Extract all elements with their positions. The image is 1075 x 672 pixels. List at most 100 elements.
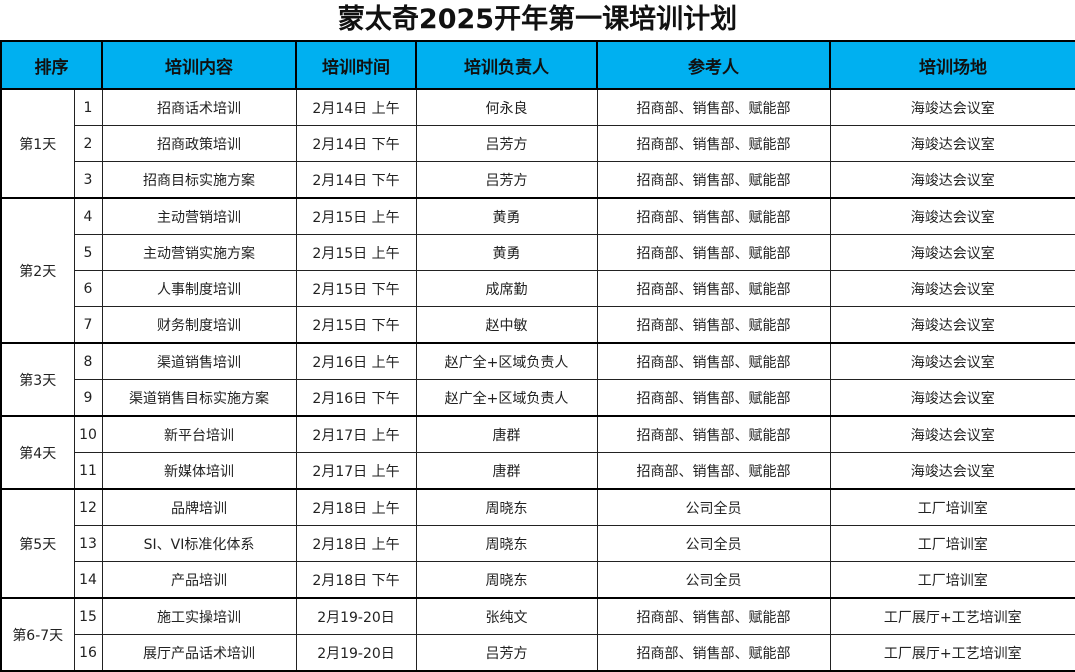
content-cell: 渠道销售培训 <box>101 342 297 380</box>
page-title: 蒙太奇2025开年第一课培训计划 <box>337 4 738 35</box>
table-row: 14 产品培训 2月18日 下午 周晓东 公司全员 工厂培训室 <box>1 561 1075 599</box>
venue-cell: 海竣达会议室 <box>829 125 1075 162</box>
attendees-cell: 招商部、销售部、赋能部 <box>596 379 831 417</box>
day-cell: 第3天 <box>0 342 75 417</box>
venue-cell: 工厂培训室 <box>829 561 1075 599</box>
content-cell: 主动营销培训 <box>101 197 297 235</box>
table-row: 7 财务制度培训 2月15日 下午 赵中敏 招商部、销售部、赋能部 海竣达会议室 <box>1 306 1075 344</box>
time-cell: 2月14日 下午 <box>295 125 417 162</box>
day-cell: 第2天 <box>0 197 75 344</box>
time-cell: 2月15日 上午 <box>295 197 417 235</box>
table-row: 2 招商政策培训 2月14日 下午 吕芳方 招商部、销售部、赋能部 海竣达会议室 <box>1 125 1075 162</box>
header-venue: 培训场地 <box>829 40 1075 90</box>
time-cell: 2月19-20日 <box>295 597 417 635</box>
no-cell: 7 <box>73 306 103 344</box>
table-row: 16 展厅产品话术培训 2月19-20日 吕芳方 招商部、销售部、赋能部 工厂展厅+工艺培… <box>1 634 1075 672</box>
owner-cell: 赵广全+区域负责人 <box>415 342 598 380</box>
no-cell: 8 <box>73 342 103 380</box>
attendees-cell: 招商部、销售部、赋能部 <box>596 597 831 635</box>
content-cell: 施工实操培训 <box>101 597 297 635</box>
content-cell: 新平台培训 <box>101 415 297 453</box>
header-owner: 培训负责人 <box>415 40 598 90</box>
venue-cell: 海竣达会议室 <box>829 452 1075 490</box>
content-cell: 招商目标实施方案 <box>101 161 297 199</box>
no-cell: 9 <box>73 379 103 417</box>
content-cell: 展厅产品话术培训 <box>101 634 297 672</box>
content-cell: 品牌培训 <box>101 488 297 526</box>
table-row: 13 SI、VI标准化体系 2月18日 上午 周晓东 公司全员 工厂培训室 <box>1 525 1075 562</box>
time-cell: 2月18日 上午 <box>295 488 417 526</box>
venue-cell: 海竣达会议室 <box>829 88 1075 126</box>
time-cell: 2月17日 上午 <box>295 452 417 490</box>
table-row: 9 渠道销售目标实施方案 2月16日 下午 赵广全+区域负责人 招商部、销售部、赋能部海… <box>1 379 1075 417</box>
time-cell: 2月18日 下午 <box>295 561 417 599</box>
table-row: 6 人事制度培训 2月15日 下午 成席勤 招商部、销售部、赋能部 海竣达会议室 <box>1 270 1075 307</box>
day-cell: 第5天 <box>0 488 75 599</box>
table-row: 第4天 10 新平台培训 2月17日 上午 唐群 招商部、销售部、赋能部 海竣达会议室 <box>0 415 1075 490</box>
header-content: 培训内容 <box>101 40 297 90</box>
content-cell: 人事制度培训 <box>101 270 297 307</box>
attendees-cell: 招商部、销售部、赋能部 <box>596 161 831 199</box>
table-row: 第1天 1 招商话术培训 2月14日 上午 何永良 招商部、销售部、赋能部 海竣达会议室 <box>0 88 1075 199</box>
owner-cell: 张纯文 <box>415 597 598 635</box>
no-cell: 4 <box>73 197 103 235</box>
day-cell: 第1天 <box>0 88 75 199</box>
no-cell: 12 <box>73 488 103 526</box>
table-row: 11 新媒体培训 2月17日 上午 唐群 招商部、销售部、赋能部 海竣达会议室 <box>1 452 1075 490</box>
owner-cell: 吕芳方 <box>415 161 598 199</box>
owner-cell: 周晓东 <box>415 488 598 526</box>
no-cell: 5 <box>73 234 103 271</box>
content-cell: SI、VI标准化体系 <box>101 525 297 562</box>
venue-cell: 海竣达会议室 <box>829 234 1075 271</box>
venue-cell: 海竣达会议室 <box>829 197 1075 235</box>
training-schedule-table: 排序 培训内容 培训时间 培训负责人 参考人 培训场地 第1天 1 招商话术培训 2月… <box>0 40 1075 672</box>
day-cell: 第4天 <box>0 415 75 490</box>
time-cell: 2月18日 上午 <box>295 525 417 562</box>
owner-cell: 周晓东 <box>415 525 598 562</box>
owner-cell: 黄勇 <box>415 197 598 235</box>
time-cell: 2月17日 上午 <box>295 415 417 453</box>
time-cell: 2月15日 下午 <box>295 306 417 344</box>
no-cell: 6 <box>73 270 103 307</box>
no-cell: 10 <box>73 415 103 453</box>
attendees-cell: 公司全员 <box>596 488 831 526</box>
venue-cell: 工厂培训室 <box>829 488 1075 526</box>
attendees-cell: 招商部、销售部、赋能部 <box>596 452 831 490</box>
content-cell: 产品培训 <box>101 561 297 599</box>
venue-cell: 工厂展厅+工艺培训室 <box>829 597 1075 635</box>
table-row: 第6-7天 15 施工实操培训 2月19-20日 张纯文 招商部、销售部、赋能部 工厂展厅+… <box>0 597 1075 672</box>
no-cell: 3 <box>73 161 103 199</box>
owner-cell: 唐群 <box>415 452 598 490</box>
time-cell: 2月19-20日 <box>295 634 417 672</box>
venue-cell: 海竣达会议室 <box>829 415 1075 453</box>
attendees-cell: 公司全员 <box>596 525 831 562</box>
content-cell: 主动营销实施方案 <box>101 234 297 271</box>
content-cell: 招商话术培训 <box>101 88 297 126</box>
attendees-cell: 招商部、销售部、赋能部 <box>596 197 831 235</box>
attendees-cell: 招商部、销售部、赋能部 <box>596 342 831 380</box>
content-cell: 新媒体培训 <box>101 452 297 490</box>
attendees-cell: 招商部、销售部、赋能部 <box>596 634 831 672</box>
table-row: 第5天 12 品牌培训 2月18日 上午 周晓东 公司全员 工厂培训室 <box>0 488 1075 599</box>
attendees-cell: 招商部、销售部、赋能部 <box>596 270 831 307</box>
attendees-cell: 招商部、销售部、赋能部 <box>596 234 831 271</box>
owner-cell: 吕芳方 <box>415 125 598 162</box>
header-time: 培训时间 <box>295 40 417 90</box>
no-cell: 13 <box>73 525 103 562</box>
venue-cell: 海竣达会议室 <box>829 161 1075 199</box>
venue-cell: 海竣达会议室 <box>829 270 1075 307</box>
time-cell: 2月15日 上午 <box>295 234 417 271</box>
venue-cell: 海竣达会议室 <box>829 379 1075 417</box>
owner-cell: 成席勤 <box>415 270 598 307</box>
venue-cell: 工厂展厅+工艺培训室 <box>829 634 1075 672</box>
time-cell: 2月15日 下午 <box>295 270 417 307</box>
content-cell: 财务制度培训 <box>101 306 297 344</box>
venue-cell: 工厂培训室 <box>829 525 1075 562</box>
no-cell: 11 <box>73 452 103 490</box>
no-cell: 16 <box>73 634 103 672</box>
header-row: 排序 培训内容 培训时间 培训负责人 参考人 培训场地 <box>0 40 1075 90</box>
owner-cell: 唐群 <box>415 415 598 453</box>
time-cell: 2月14日 下午 <box>295 161 417 199</box>
table-row: 3 招商目标实施方案 2月14日 下午 吕芳方 招商部、销售部、赋能部 海竣达会议室 <box>1 161 1075 199</box>
owner-cell: 赵广全+区域负责人 <box>415 379 598 417</box>
